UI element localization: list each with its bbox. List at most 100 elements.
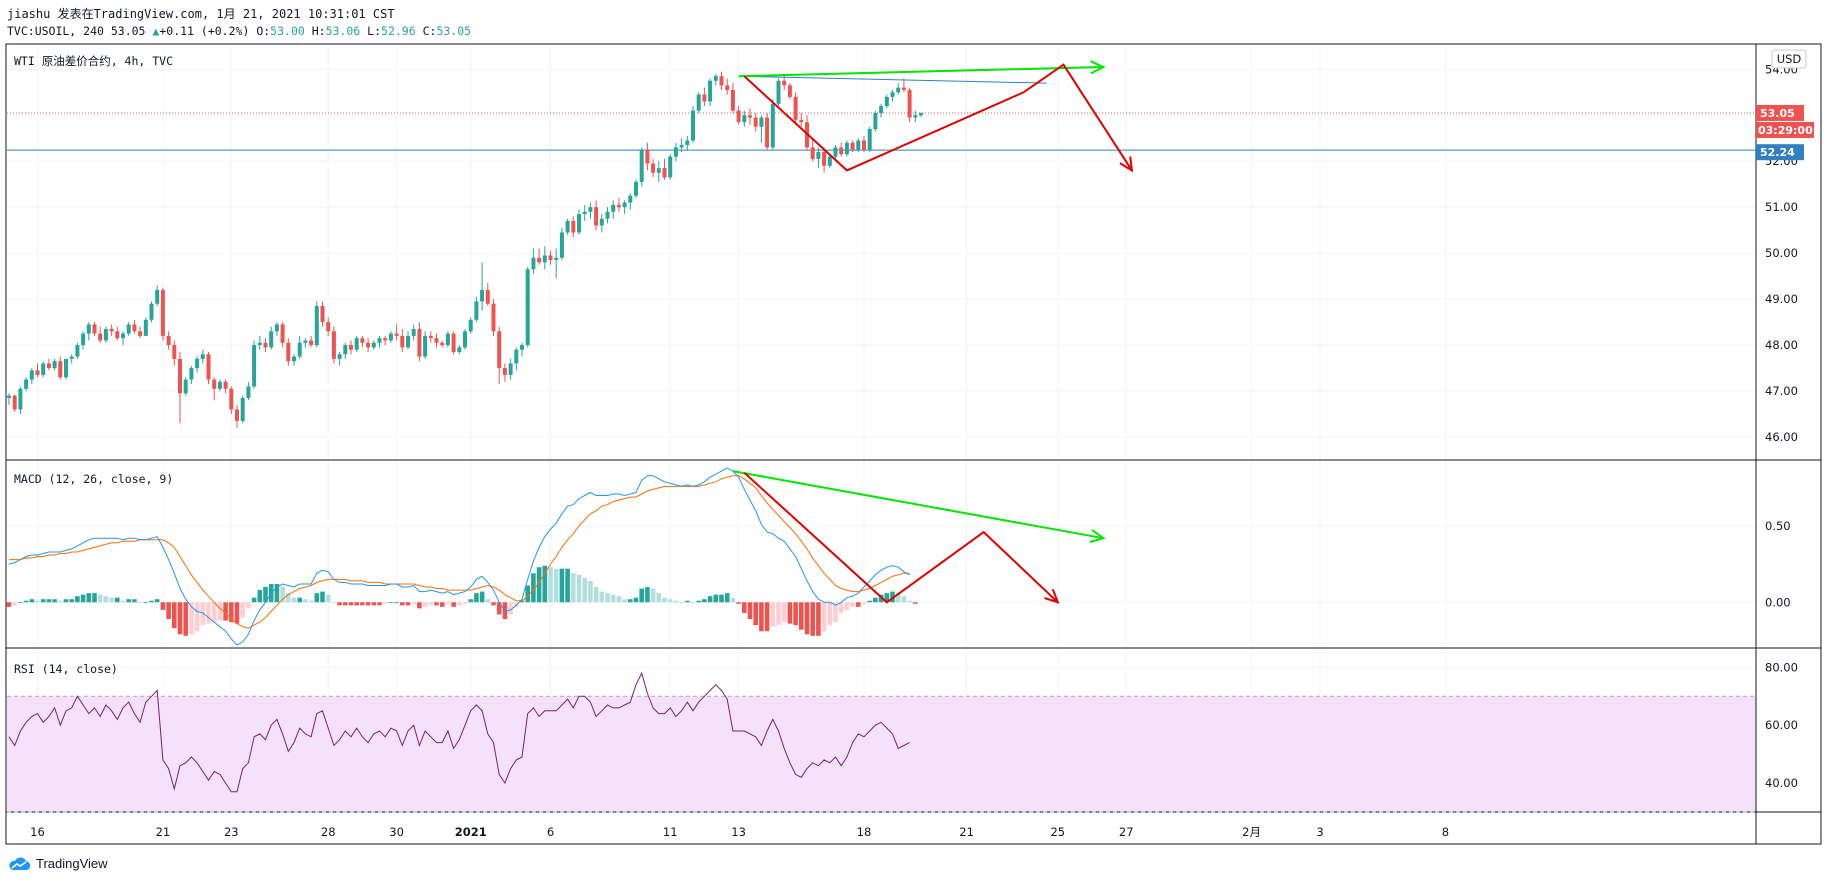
macd-hist-bar	[92, 593, 97, 603]
macd-hist-bar	[120, 600, 126, 603]
candle	[708, 78, 713, 107]
macd-hist-bar	[286, 593, 291, 603]
candle	[822, 147, 827, 173]
candle	[468, 317, 473, 334]
candle	[29, 368, 34, 385]
macd-green-arrow-icon	[1089, 529, 1106, 543]
candle	[759, 115, 764, 143]
macd-hist-bar	[166, 602, 171, 620]
candle	[160, 287, 165, 341]
price-tick: 47.00	[1765, 384, 1798, 398]
macd-hist-bar	[35, 600, 40, 603]
candle-body	[634, 181, 638, 196]
candle	[212, 377, 217, 401]
candle-body	[793, 96, 798, 120]
macd-hist-bar	[901, 596, 907, 603]
candle	[178, 351, 182, 424]
rsi-tick: 40.00	[1765, 776, 1798, 790]
macd-hist-bar	[724, 593, 730, 603]
candle	[155, 285, 160, 307]
candle-body	[844, 142, 849, 155]
candle-body	[383, 338, 388, 341]
macd-hist-bar	[491, 602, 496, 606]
candle	[810, 138, 815, 162]
chart-canvas[interactable]: 54.0053.0052.0051.0050.0049.0048.0047.00…	[0, 0, 1828, 850]
cloud-logo-icon	[9, 856, 31, 870]
horizontal-lines	[7, 112, 1756, 151]
candle-body	[890, 92, 895, 97]
tradingview-logo[interactable]: TradingView	[8, 856, 108, 871]
candle-body	[508, 363, 513, 375]
macd-hist-bar	[650, 588, 656, 603]
macd-hist-bar	[75, 596, 80, 603]
macd-hist-bar	[548, 567, 553, 603]
macd-hist-bar	[571, 573, 576, 603]
macd-hist-bar	[873, 597, 878, 603]
h-label: H:	[311, 24, 326, 38]
macd-hist-bar	[29, 599, 35, 603]
macd-hist-bar	[696, 600, 701, 603]
candle-body	[582, 211, 587, 215]
candle-body	[103, 328, 108, 341]
macd-hist-bar	[206, 602, 211, 624]
macd-hist-bar	[354, 602, 359, 606]
red-wave-line	[743, 63, 1133, 172]
candle	[18, 386, 23, 415]
rsi-pane-label: RSI (14, close)	[14, 662, 118, 676]
macd-hist-bar	[628, 599, 633, 603]
candle	[497, 326, 502, 385]
macd-hist-bar	[827, 602, 833, 626]
candle-body	[480, 289, 485, 302]
date-tick: 2021	[455, 825, 487, 839]
macd-hist-bar	[331, 602, 337, 604]
macd-hist-bar	[320, 591, 325, 603]
candle-body	[776, 80, 781, 104]
macd-hist-bar	[103, 596, 109, 603]
macd-hist-bar	[251, 597, 257, 603]
candle	[331, 326, 336, 364]
macd-hist-bar	[690, 602, 696, 604]
macd-hist-bar	[400, 602, 405, 606]
macd-hist-bar	[588, 580, 593, 603]
candle	[531, 248, 536, 274]
candle	[668, 154, 673, 180]
candle-body	[388, 333, 393, 341]
currency-button[interactable]: USD	[1771, 49, 1807, 69]
candle-body	[594, 207, 599, 226]
macd-hist-bar	[742, 602, 747, 613]
macd-hist-bar	[787, 602, 793, 624]
candle-body	[639, 149, 644, 182]
macd-hist-bar	[656, 593, 662, 603]
candle-body	[702, 94, 707, 102]
macd-hist-bar	[559, 568, 565, 603]
candle	[662, 158, 667, 180]
candle-body	[770, 103, 775, 148]
candle-body	[29, 370, 34, 380]
candle-body	[611, 204, 616, 212]
macd-hist-bar	[109, 597, 114, 603]
macd-hist-bar	[274, 583, 280, 603]
macd-hist-bar	[46, 599, 52, 603]
macd-hist-bar	[582, 577, 587, 603]
candle-body	[377, 338, 382, 343]
macd-hist-bar	[776, 602, 781, 626]
macd-hist-bar	[149, 600, 154, 603]
candle-body	[816, 152, 821, 159]
candle	[873, 110, 878, 132]
candle	[645, 142, 650, 171]
candle-body	[782, 80, 787, 86]
macd-green-trend-line	[732, 470, 1104, 540]
macd-hist-bar	[673, 600, 679, 603]
macd-hist-bar	[884, 593, 890, 603]
macd-hist-bar	[308, 600, 314, 603]
candle	[502, 363, 507, 382]
candle-body	[206, 354, 211, 380]
candle	[685, 135, 690, 150]
candle	[537, 248, 542, 265]
candle	[565, 218, 570, 235]
candle-body	[554, 257, 559, 261]
candle	[485, 283, 490, 307]
candle	[571, 216, 576, 238]
candle-body	[463, 331, 467, 348]
candle-body	[366, 342, 371, 348]
